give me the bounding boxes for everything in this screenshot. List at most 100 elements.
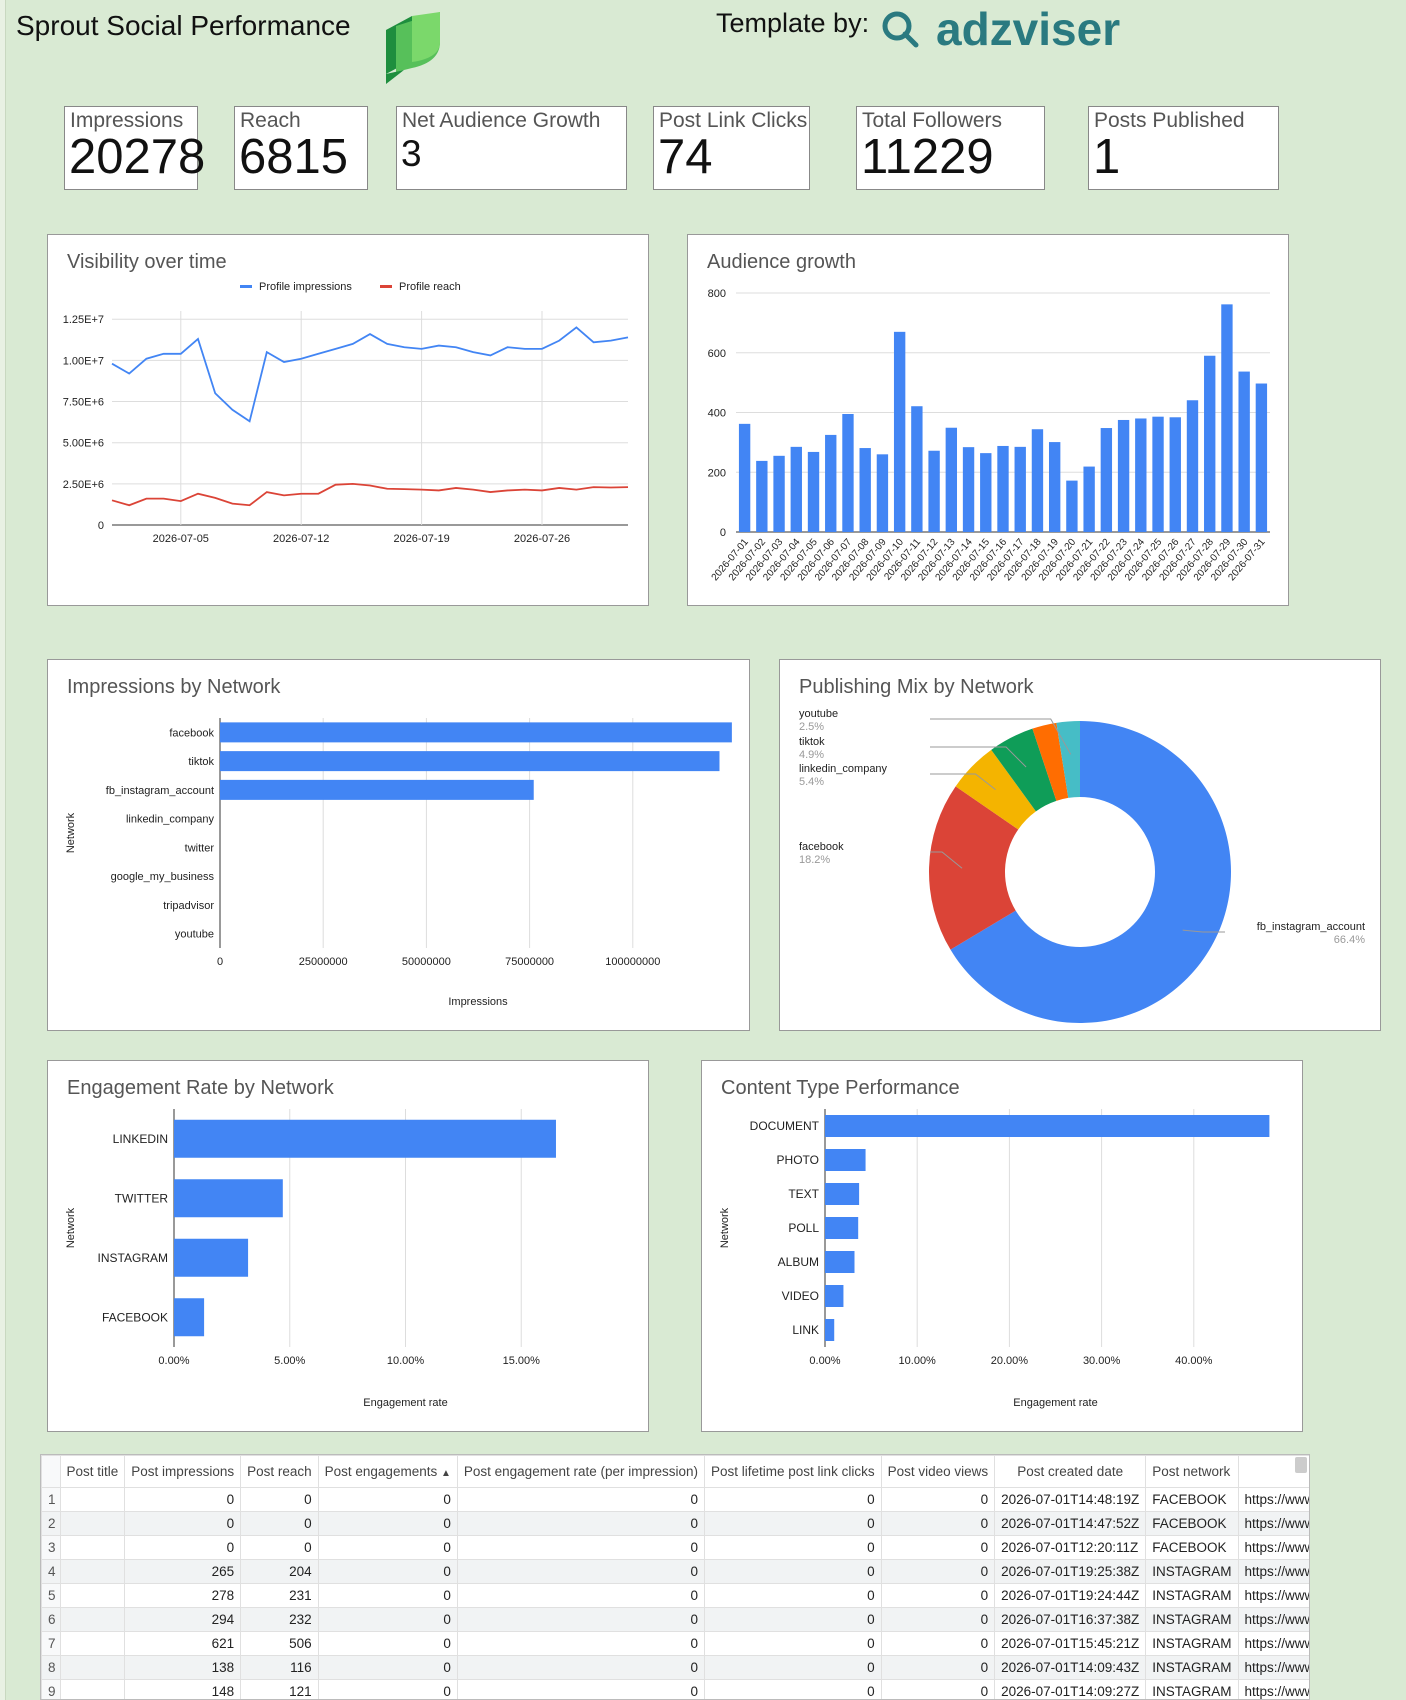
table-cell[interactable]: 0 bbox=[456, 1655, 706, 1680]
table-cell[interactable] bbox=[59, 1631, 126, 1656]
table-cell[interactable]: 204 bbox=[240, 1559, 319, 1584]
table-cell[interactable]: 278 bbox=[124, 1583, 242, 1608]
table-cell[interactable] bbox=[59, 1655, 126, 1680]
col-post-video-views[interactable]: Post video views bbox=[880, 1455, 996, 1488]
table-row[interactable]: 3 0 0 0 0 0 0 2026-07-01T12:20:11Z FACEBOOK https… bbox=[41, 1535, 1309, 1560]
table-cell[interactable]: 0 bbox=[704, 1655, 882, 1680]
col-post-reach[interactable]: Post reach bbox=[240, 1455, 319, 1488]
table-cell[interactable]: 138 bbox=[124, 1655, 242, 1680]
col-post-title[interactable]: Post title bbox=[59, 1455, 126, 1488]
table-row[interactable]: 9 148 121 0 0 0 0 2026-07-01T14:09:27Z INSTAGRAM… bbox=[41, 1679, 1309, 1699]
table-cell[interactable]: INSTAGRAM bbox=[1145, 1583, 1239, 1608]
table-cell[interactable]: 0 bbox=[240, 1535, 319, 1560]
table-cell[interactable]: https://www.ins bbox=[1237, 1511, 1309, 1536]
table-cell[interactable]: 0 bbox=[240, 1487, 319, 1512]
col-post-impressions[interactable]: Post impressions bbox=[124, 1455, 242, 1488]
table-cell[interactable]: 0 bbox=[704, 1583, 882, 1608]
table-row[interactable]: 1 0 0 0 0 0 0 2026-07-01T14:48:19Z FACEBOOK https… bbox=[41, 1487, 1309, 1512]
table-cell[interactable]: 0 bbox=[704, 1487, 882, 1512]
table-cell[interactable]: 148 bbox=[124, 1679, 242, 1699]
table-cell[interactable]: 0 bbox=[456, 1487, 706, 1512]
table-cell[interactable]: INSTAGRAM bbox=[1145, 1655, 1239, 1680]
col-post-engagement-rate[interactable]: Post engagement rate (per impression) bbox=[456, 1455, 706, 1488]
table-cell[interactable]: 2026-07-01T14:48:19Z bbox=[994, 1487, 1147, 1512]
table-cell[interactable]: 0 bbox=[317, 1631, 458, 1656]
sort-ascending-icon[interactable]: ▲ bbox=[440, 1468, 451, 1479]
table-cell[interactable] bbox=[59, 1583, 126, 1608]
table-cell[interactable]: 0 bbox=[456, 1679, 706, 1699]
table-cell[interactable]: https://www.fac bbox=[1237, 1631, 1309, 1656]
table-cell[interactable]: 0 bbox=[704, 1679, 882, 1699]
table-cell[interactable]: 0 bbox=[124, 1511, 242, 1536]
table-cell[interactable] bbox=[59, 1535, 126, 1560]
table-row[interactable]: 5 278 231 0 0 0 0 2026-07-01T19:24:44Z INSTAGRAM… bbox=[41, 1583, 1309, 1608]
table-row[interactable]: 6 294 232 0 0 0 0 2026-07-01T16:37:38Z INSTAGRAM… bbox=[41, 1607, 1309, 1632]
table-cell[interactable]: 0 bbox=[704, 1607, 882, 1632]
table-cell[interactable]: 0 bbox=[317, 1655, 458, 1680]
table-cell[interactable]: https://www.ins bbox=[1237, 1607, 1309, 1632]
table-cell[interactable]: 0 bbox=[240, 1511, 319, 1536]
table-cell[interactable]: 2026-07-01T14:09:27Z bbox=[994, 1679, 1147, 1699]
table-cell[interactable]: 621 bbox=[124, 1631, 242, 1656]
table-cell[interactable]: 506 bbox=[240, 1631, 319, 1656]
table-cell[interactable]: 2026-07-01T14:09:43Z bbox=[994, 1655, 1147, 1680]
table-cell[interactable]: FACEBOOK bbox=[1145, 1535, 1239, 1560]
table-cell[interactable]: https://www.ins bbox=[1237, 1487, 1309, 1512]
table-cell[interactable]: 231 bbox=[240, 1583, 319, 1608]
table-cell[interactable]: 0 bbox=[880, 1607, 996, 1632]
table-cell[interactable]: 0 bbox=[317, 1679, 458, 1699]
col-post-link-clicks[interactable]: Post lifetime post link clicks bbox=[704, 1455, 882, 1488]
table-cell[interactable]: 0 bbox=[456, 1559, 706, 1584]
table-cell[interactable]: 0 bbox=[456, 1631, 706, 1656]
table-cell[interactable]: 0 bbox=[704, 1535, 882, 1560]
table-cell[interactable]: 0 bbox=[704, 1559, 882, 1584]
col-post-network[interactable]: Post network bbox=[1145, 1455, 1239, 1488]
table-cell[interactable]: 121 bbox=[240, 1679, 319, 1699]
table-cell[interactable]: 0 bbox=[880, 1559, 996, 1584]
table-row[interactable]: 2 0 0 0 0 0 0 2026-07-01T14:47:52Z FACEBOOK https… bbox=[41, 1511, 1309, 1536]
table-cell[interactable]: 0 bbox=[704, 1631, 882, 1656]
table-cell[interactable]: 232 bbox=[240, 1607, 319, 1632]
table-cell[interactable]: 116 bbox=[240, 1655, 319, 1680]
table-cell[interactable]: 0 bbox=[880, 1535, 996, 1560]
table-row[interactable]: 7 621 506 0 0 0 0 2026-07-01T15:45:21Z INSTAGRAM… bbox=[41, 1631, 1309, 1656]
table-cell[interactable]: 0 bbox=[456, 1583, 706, 1608]
table-cell[interactable]: 0 bbox=[317, 1487, 458, 1512]
table-cell[interactable]: INSTAGRAM bbox=[1145, 1679, 1239, 1699]
table-cell[interactable]: 0 bbox=[880, 1679, 996, 1699]
table-cell[interactable]: 0 bbox=[317, 1607, 458, 1632]
table-cell[interactable]: 0 bbox=[880, 1487, 996, 1512]
table-cell[interactable]: 2026-07-01T16:37:38Z bbox=[994, 1607, 1147, 1632]
table-cell[interactable]: https://www.ins bbox=[1237, 1679, 1309, 1699]
table-cell[interactable]: INSTAGRAM bbox=[1145, 1559, 1239, 1584]
table-cell[interactable] bbox=[59, 1559, 126, 1584]
table-cell[interactable] bbox=[59, 1679, 126, 1699]
table-cell[interactable] bbox=[59, 1607, 126, 1632]
table-cell[interactable]: 0 bbox=[704, 1511, 882, 1536]
table-cell[interactable]: https://www.fac bbox=[1237, 1559, 1309, 1584]
table-cell[interactable]: INSTAGRAM bbox=[1145, 1631, 1239, 1656]
table-cell[interactable]: https://www.ins bbox=[1237, 1583, 1309, 1608]
table-cell[interactable]: 0 bbox=[317, 1535, 458, 1560]
table-cell[interactable]: 0 bbox=[880, 1655, 996, 1680]
table-row[interactable]: 4 265 204 0 0 0 0 2026-07-01T19:25:38Z INSTAGRAM… bbox=[41, 1559, 1309, 1584]
table-cell[interactable]: FACEBOOK bbox=[1145, 1487, 1239, 1512]
col-post-engagements[interactable]: Post engagements ▲ bbox=[317, 1455, 458, 1488]
table-cell[interactable]: 294 bbox=[124, 1607, 242, 1632]
table-cell[interactable]: 0 bbox=[317, 1511, 458, 1536]
table-cell[interactable]: 2026-07-01T12:20:11Z bbox=[994, 1535, 1147, 1560]
table-cell[interactable]: 2026-07-01T15:45:21Z bbox=[994, 1631, 1147, 1656]
table-cell[interactable]: 0 bbox=[880, 1583, 996, 1608]
table-cell[interactable]: 2026-07-01T19:24:44Z bbox=[994, 1583, 1147, 1608]
table-cell[interactable]: 0 bbox=[456, 1511, 706, 1536]
table-cell[interactable]: 0 bbox=[124, 1487, 242, 1512]
table-cell[interactable] bbox=[59, 1511, 126, 1536]
table-cell[interactable]: 0 bbox=[124, 1535, 242, 1560]
table-scrollbar[interactable] bbox=[1295, 1457, 1307, 1473]
table-cell[interactable] bbox=[59, 1487, 126, 1512]
table-cell[interactable]: https://www.ins bbox=[1237, 1535, 1309, 1560]
table-cell[interactable]: 0 bbox=[880, 1511, 996, 1536]
table-cell[interactable]: 0 bbox=[456, 1535, 706, 1560]
table-cell[interactable]: 2026-07-01T14:47:52Z bbox=[994, 1511, 1147, 1536]
col-post-created-date[interactable]: Post created date bbox=[994, 1455, 1147, 1488]
